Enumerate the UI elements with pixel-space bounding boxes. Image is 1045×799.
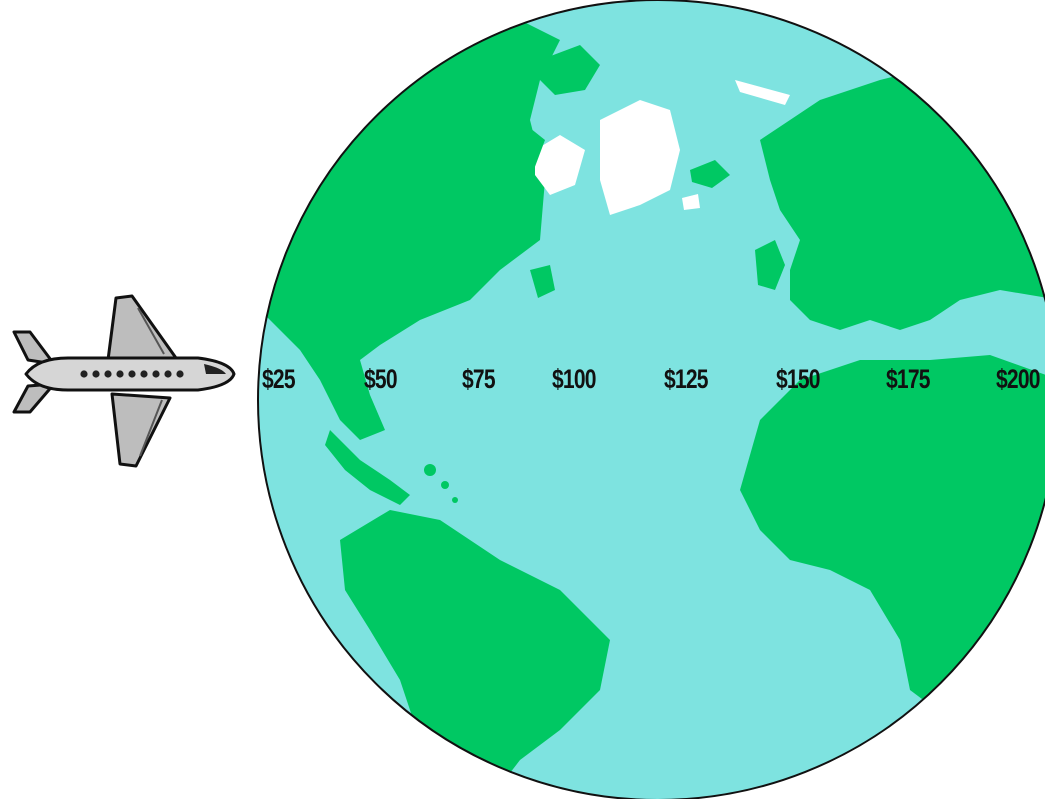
caribbean-island bbox=[441, 481, 449, 489]
price-option-150[interactable]: $150 bbox=[776, 364, 821, 394]
price-option-200[interactable]: $200 bbox=[996, 364, 1041, 394]
airplane-bottom-wing bbox=[110, 392, 172, 468]
british-isles bbox=[755, 240, 785, 290]
newfoundland bbox=[530, 265, 555, 298]
ice-strip bbox=[735, 80, 790, 105]
greenland-ice bbox=[600, 100, 680, 215]
ice-island bbox=[682, 194, 700, 210]
price-option-100[interactable]: $100 bbox=[552, 364, 597, 394]
north-america bbox=[258, 20, 560, 440]
central-america bbox=[325, 430, 410, 505]
baffin-island bbox=[480, 120, 545, 195]
airplane-top-wing bbox=[106, 294, 178, 362]
airplane-windows bbox=[80, 370, 184, 378]
arctic-islands bbox=[540, 45, 600, 95]
price-option-50[interactable]: $50 bbox=[364, 364, 398, 394]
price-option-75[interactable]: $75 bbox=[462, 364, 496, 394]
africa bbox=[740, 355, 1045, 720]
south-america bbox=[340, 510, 610, 799]
mediterranean bbox=[830, 330, 960, 358]
airplane-wing-shadow bbox=[139, 399, 163, 457]
caribbean-island bbox=[452, 497, 458, 503]
caribbean-island bbox=[424, 464, 436, 476]
airplane-wing-shadow bbox=[137, 307, 165, 355]
price-option-175[interactable]: $175 bbox=[886, 364, 931, 394]
arctic-ice bbox=[535, 135, 585, 195]
price-option-125[interactable]: $125 bbox=[664, 364, 709, 394]
price-option-25[interactable]: $25 bbox=[262, 364, 296, 394]
globe-outline bbox=[257, 0, 1045, 799]
airplane-icon bbox=[12, 294, 236, 468]
airplane-cockpit-window bbox=[204, 364, 226, 374]
iceland bbox=[690, 160, 730, 188]
canadian-island bbox=[410, 225, 445, 275]
